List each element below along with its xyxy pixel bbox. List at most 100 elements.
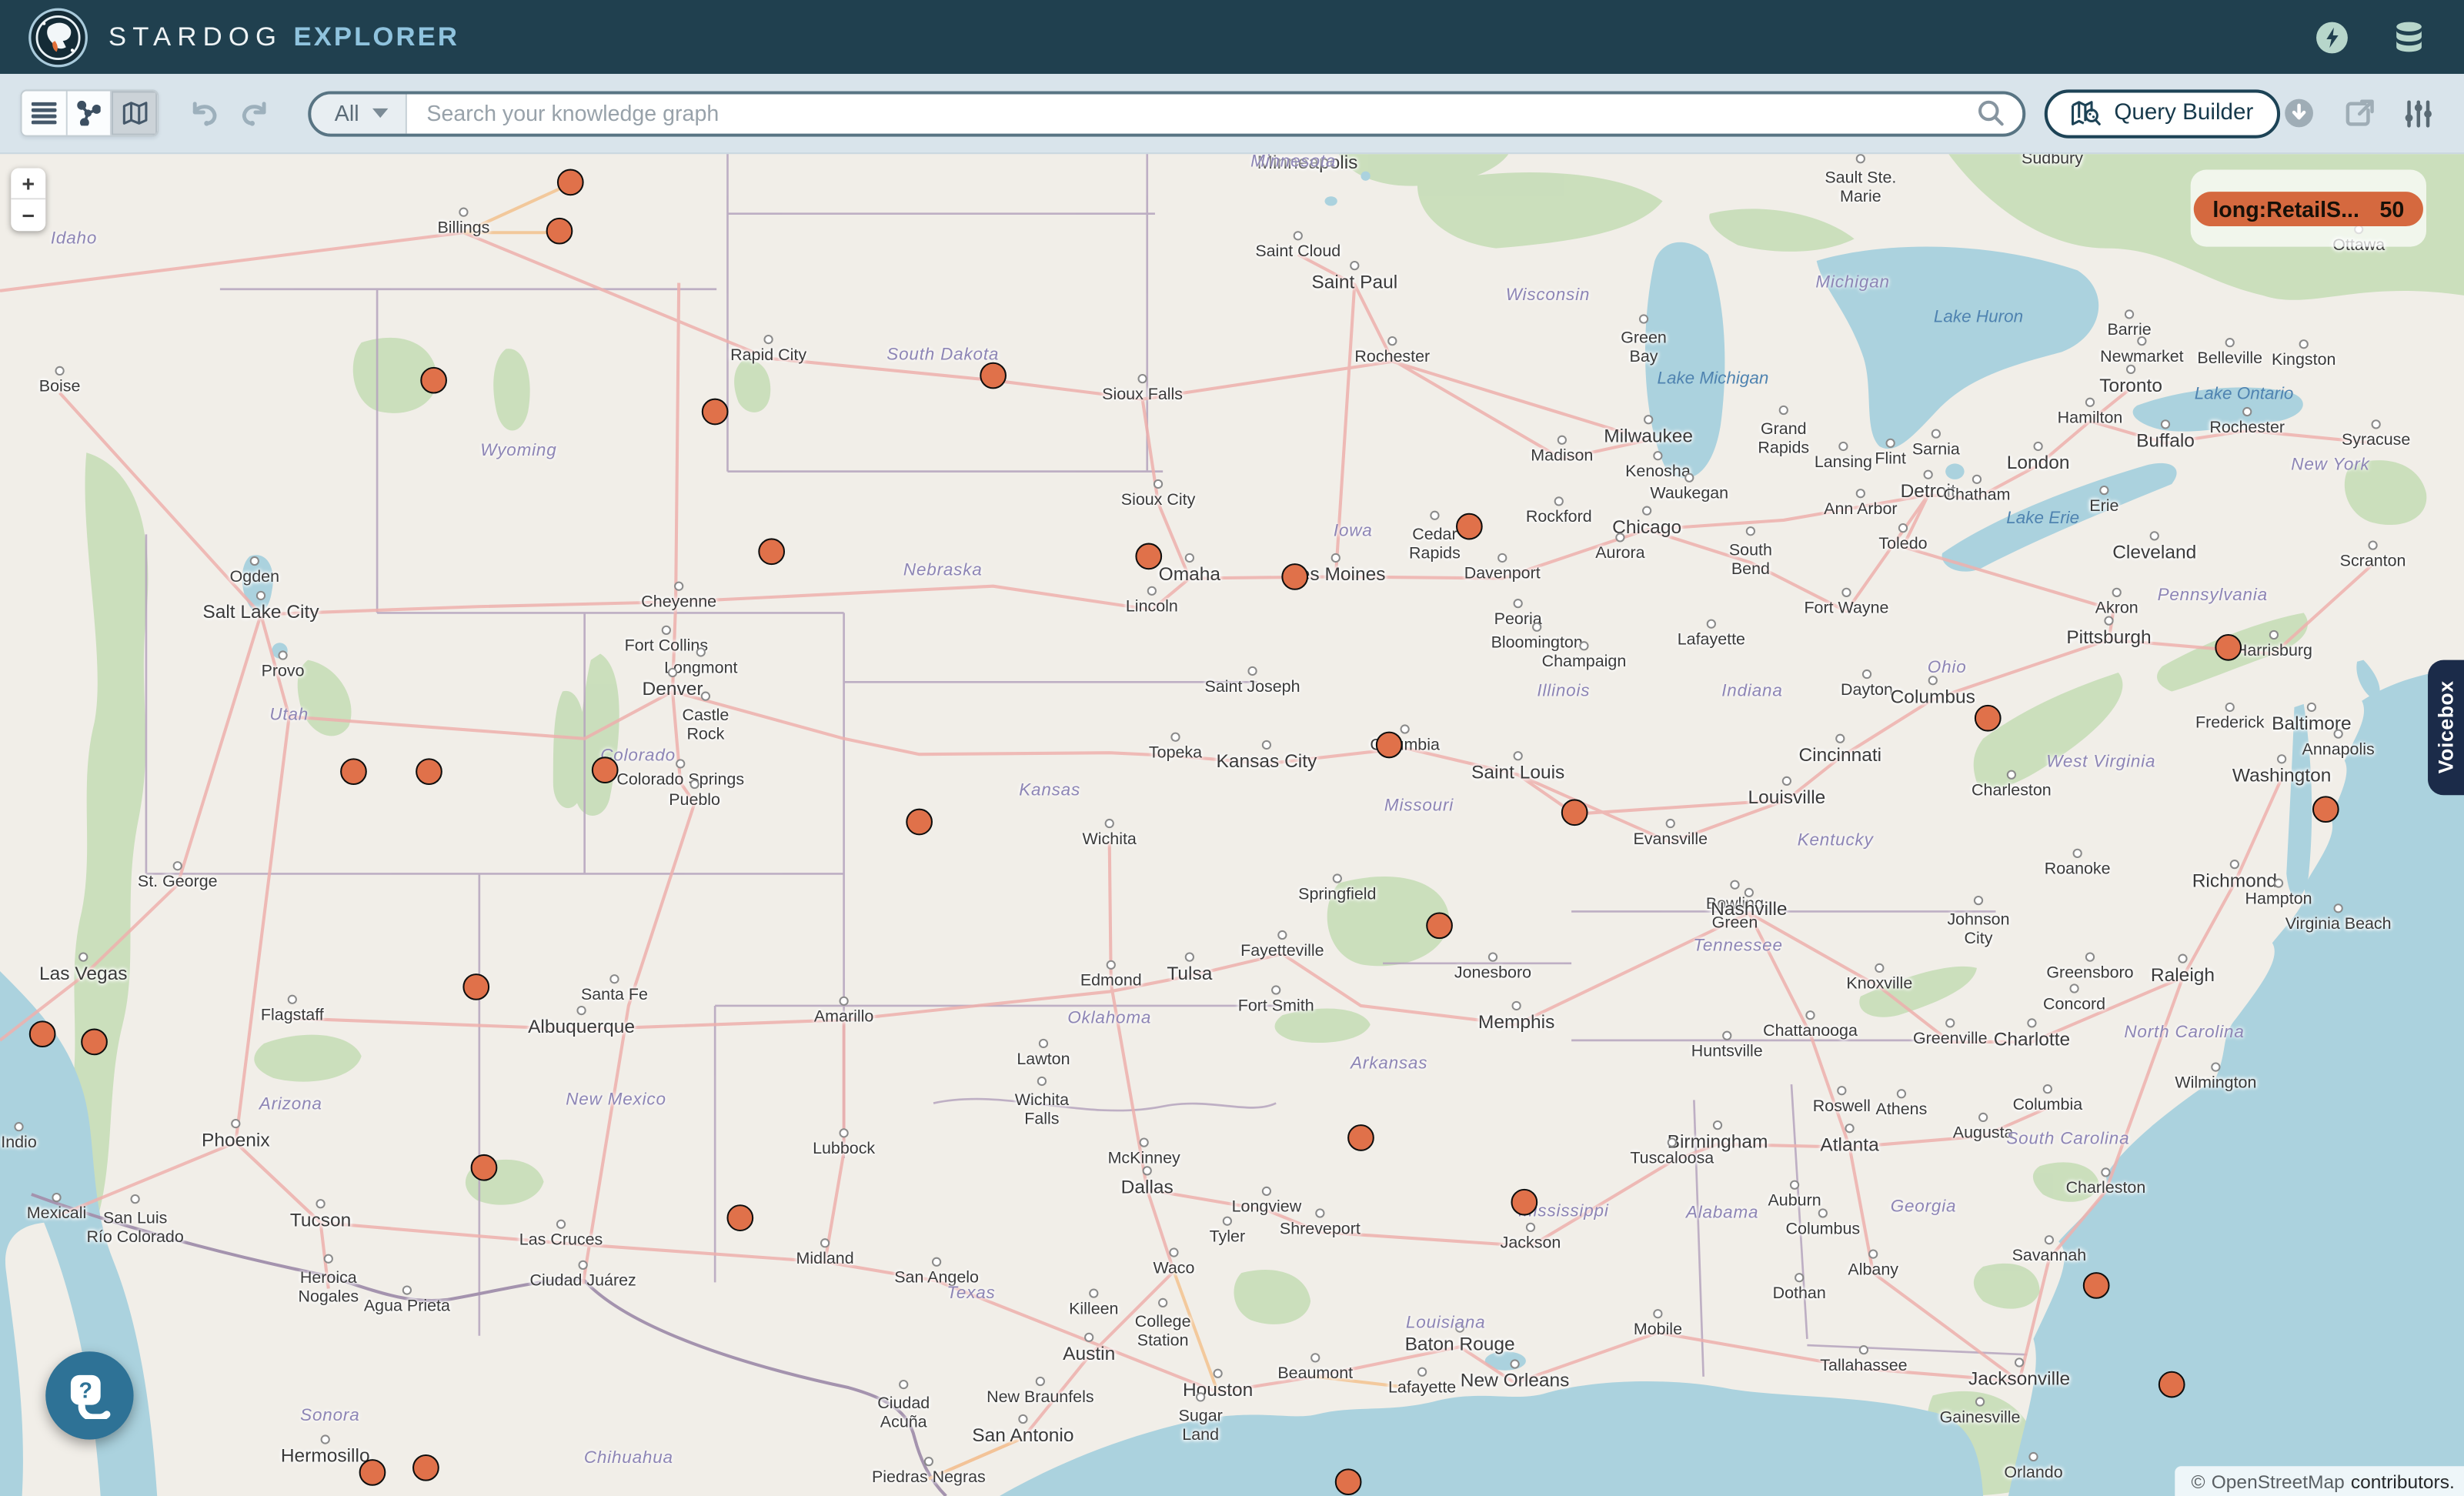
result-marker[interactable] [462,973,490,1000]
legend-badge[interactable]: long:RetailS... 50 [2193,191,2423,226]
city-label: Harrisburg [2235,641,2312,660]
external-link-icon [2345,99,2373,125]
city-dot [2085,952,2095,962]
result-marker[interactable] [556,169,584,196]
result-marker[interactable] [81,1028,108,1056]
city-dot [2101,1167,2111,1177]
result-marker[interactable] [1281,563,1309,590]
city-dot [2306,702,2317,713]
result-marker[interactable] [412,1454,439,1481]
attribution-osm-link[interactable]: OpenStreetMap [2211,1470,2345,1492]
city-dot [1579,641,1589,651]
settings-sliders-button[interactable] [2399,95,2437,132]
result-marker[interactable] [420,366,447,394]
help-chat-button[interactable]: ? [45,1351,134,1440]
city-label: Richmond [2192,869,2278,892]
city-label: Colorado Springs [616,770,745,790]
city-label: Omaha [1158,563,1221,586]
result-marker[interactable] [906,808,933,836]
city-dot [1653,451,1663,461]
city-dot [1315,1208,1325,1218]
city-label: Tuscaloosa [1630,1149,1714,1168]
performance-button[interactable] [2315,20,2349,55]
city-dot [1855,489,1865,499]
result-marker[interactable] [1511,1188,1538,1216]
city-label: Raleigh [2150,963,2215,986]
result-marker[interactable] [980,362,1007,389]
result-marker[interactable] [2215,633,2242,661]
result-marker[interactable] [701,398,729,426]
city-dot [1730,880,1740,890]
city-dot [1513,599,1523,609]
city-label: Cheyenne [641,593,717,612]
query-builder-button[interactable]: Query Builder [2045,88,2281,138]
city-dot [820,1238,830,1248]
result-marker[interactable] [2312,796,2339,823]
result-marker[interactable] [28,1020,56,1048]
city-dot [1084,1332,1094,1342]
sliders-icon [2405,99,2432,127]
city-dot [899,1379,909,1390]
result-marker[interactable] [546,217,573,245]
city-label: Las Vegas [39,962,128,984]
result-marker[interactable] [2158,1371,2185,1398]
result-marker[interactable] [416,758,442,786]
city-label: Saint Paul [1311,270,1398,293]
state-label: Idaho [50,229,98,249]
share-button[interactable] [2340,95,2378,132]
result-marker[interactable] [340,758,367,786]
redo-button[interactable] [239,100,270,127]
voicebox-tab[interactable]: Voicebox [2428,660,2464,796]
result-marker[interactable] [1375,731,1403,759]
city-label: Buffalo [2136,429,2195,452]
result-marker[interactable] [726,1204,754,1231]
result-marker[interactable] [1347,1124,1374,1151]
graph-view-button[interactable] [67,91,112,135]
search-button[interactable] [1960,93,2023,133]
result-marker[interactable] [1135,543,1163,570]
city-label: Austin [1063,1342,1116,1365]
map-view-button[interactable] [112,91,158,135]
city-label: Cleveland [2112,541,2197,563]
state-label: Alabama [1685,1204,1759,1223]
city-dot [1196,1392,1206,1402]
city-dot [1142,1166,1152,1176]
result-marker[interactable] [1426,912,1453,940]
city-label: Tulsa [1167,962,1213,984]
svg-text:?: ? [79,1378,92,1403]
result-marker[interactable] [1334,1468,1362,1496]
list-view-button[interactable] [22,91,68,135]
search-scope-dropdown[interactable]: All [311,93,408,133]
result-marker[interactable] [359,1459,386,1486]
result-marker[interactable] [1561,799,1588,826]
result-marker[interactable] [591,756,619,783]
search-icon [1978,100,2005,126]
download-button[interactable] [2280,95,2318,132]
city-label: St. George [137,872,218,892]
zoom-out-button[interactable]: − [11,199,46,232]
zoom-in-button[interactable]: + [11,168,46,200]
result-marker[interactable] [1456,513,1483,540]
city-dot [1789,1180,1800,1190]
state-label: Ohio [1927,658,1967,678]
city-dot [1513,751,1523,761]
result-marker[interactable] [470,1154,498,1181]
result-marker[interactable] [2082,1272,2110,1299]
search-input[interactable] [407,93,1961,133]
city-dot [1945,1018,1955,1028]
city-dot [700,691,711,701]
database-button[interactable] [2392,20,2426,55]
city-label: Washington [2232,764,2332,786]
city-dot [1153,479,1164,489]
search-bar: All [308,90,2026,136]
city-label: Jonesboro [1454,963,1532,983]
city-dot [323,1254,333,1264]
result-marker[interactable] [758,538,786,566]
undo-button[interactable] [189,100,220,127]
result-marker[interactable] [1974,704,2002,732]
city-label: Toronto [2099,374,2162,397]
state-borders [145,152,2028,1377]
state-label: Wyoming [480,441,557,461]
